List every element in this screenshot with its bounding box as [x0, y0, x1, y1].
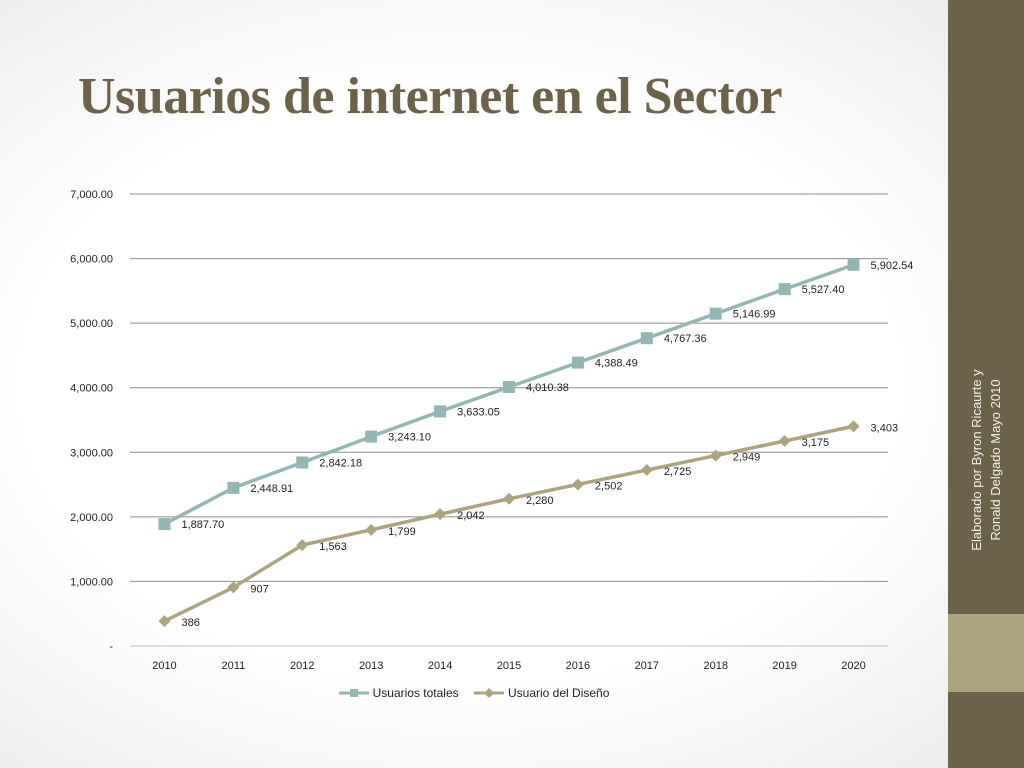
data-label: 907	[250, 583, 268, 595]
chart-legend: Usuarios totales Usuario del Diseño	[0, 686, 948, 702]
x-tick-label: 2019	[772, 660, 796, 672]
data-label: 2,042	[457, 510, 485, 522]
y-tick-label: 6,000.00	[70, 254, 113, 266]
y-tick-label: 1,000.00	[70, 576, 113, 588]
y-tick-label: 5,000.00	[70, 318, 113, 330]
data-label: 4,388.49	[595, 358, 638, 370]
legend-item-usuarios-totales: Usuarios totales	[338, 686, 459, 700]
data-label: 1,563	[319, 541, 347, 553]
data-point	[296, 456, 309, 469]
data-point	[709, 449, 722, 462]
data-label: 3,175	[802, 437, 830, 449]
data-point	[847, 420, 860, 433]
data-label: 2,842.18	[319, 457, 362, 469]
slide-title: Usuarios de internet en el Sector	[78, 68, 783, 125]
data-label: 386	[181, 617, 199, 629]
data-label: 3,243.10	[388, 432, 431, 444]
data-point	[227, 481, 240, 494]
data-label: 3,403	[871, 422, 899, 434]
data-label: 3,633.05	[457, 406, 500, 418]
legend-marker-diamond-icon	[474, 688, 504, 698]
x-tick-label: 2010	[152, 660, 176, 672]
data-label: 4,010.38	[526, 382, 569, 394]
author-note: Elaborado por Byron Ricaurte y Ronald De…	[967, 310, 1005, 610]
chart-svg: - 1,000.00 2,000.00 3,000.00 4,000.00 5,000.0…	[70, 189, 914, 672]
data-label: 5,146.99	[733, 309, 776, 321]
data-point	[503, 492, 515, 505]
data-point	[434, 508, 447, 521]
data-point	[571, 478, 584, 491]
x-tick-label: 2016	[566, 660, 590, 672]
data-label: 2,502	[595, 480, 623, 492]
side-bar-accent	[948, 614, 1024, 692]
y-tick-label: 4,000.00	[70, 383, 113, 395]
data-point	[778, 283, 791, 296]
data-point	[158, 518, 171, 531]
data-point	[640, 464, 653, 477]
x-tick-label: 2013	[359, 660, 383, 672]
y-tick-label: 2,000.00	[70, 512, 113, 524]
legend-label-usuario-del-diseno: Usuario del Diseño	[508, 686, 610, 700]
data-point	[709, 307, 722, 320]
data-point	[296, 539, 309, 552]
data-point	[640, 332, 653, 345]
data-point	[847, 258, 860, 271]
data-label: 2,725	[664, 466, 692, 478]
y-tick-label: 7,000.00	[70, 189, 113, 201]
data-label: 1,887.70	[181, 519, 224, 531]
legend-marker-square-icon	[338, 689, 369, 697]
data-point	[158, 615, 171, 628]
x-tick-label: 2011	[222, 660, 246, 672]
data-label: 2,448.91	[250, 483, 293, 495]
data-point	[571, 356, 584, 369]
data-point	[434, 405, 447, 418]
data-point	[778, 434, 791, 447]
author-note-line-1: Elaborado por Byron Ricaurte y	[969, 369, 984, 551]
y-tick-label: -	[109, 641, 113, 653]
y-tick-label: 3,000.00	[70, 447, 113, 459]
x-tick-label: 2015	[497, 660, 521, 672]
data-point	[365, 430, 378, 443]
data-label: 2,280	[526, 495, 554, 507]
legend-item-usuario-del-diseno: Usuario del Diseño	[474, 686, 609, 700]
x-tick-label: 2018	[703, 660, 727, 672]
x-tick-label: 2017	[635, 660, 659, 672]
data-label: 4,767.36	[664, 333, 707, 345]
x-tick-label: 2012	[290, 660, 314, 672]
legend-label-usuarios-totales: Usuarios totales	[372, 686, 459, 700]
author-note-line-2: Ronald Delgado Mayo 2010	[988, 379, 1003, 541]
line-chart: - 1,000.00 2,000.00 3,000.00 4,000.00 5,000.0…	[70, 189, 914, 672]
data-label: 1,799	[388, 526, 416, 538]
data-label: 5,527.40	[802, 284, 845, 296]
data-label: 5,902.54	[871, 260, 914, 272]
data-point	[503, 381, 515, 394]
data-point	[365, 523, 378, 536]
data-label: 2,949	[733, 452, 761, 464]
data-point	[227, 581, 240, 594]
x-tick-label: 2014	[428, 660, 452, 672]
x-tick-label: 2020	[841, 660, 865, 672]
